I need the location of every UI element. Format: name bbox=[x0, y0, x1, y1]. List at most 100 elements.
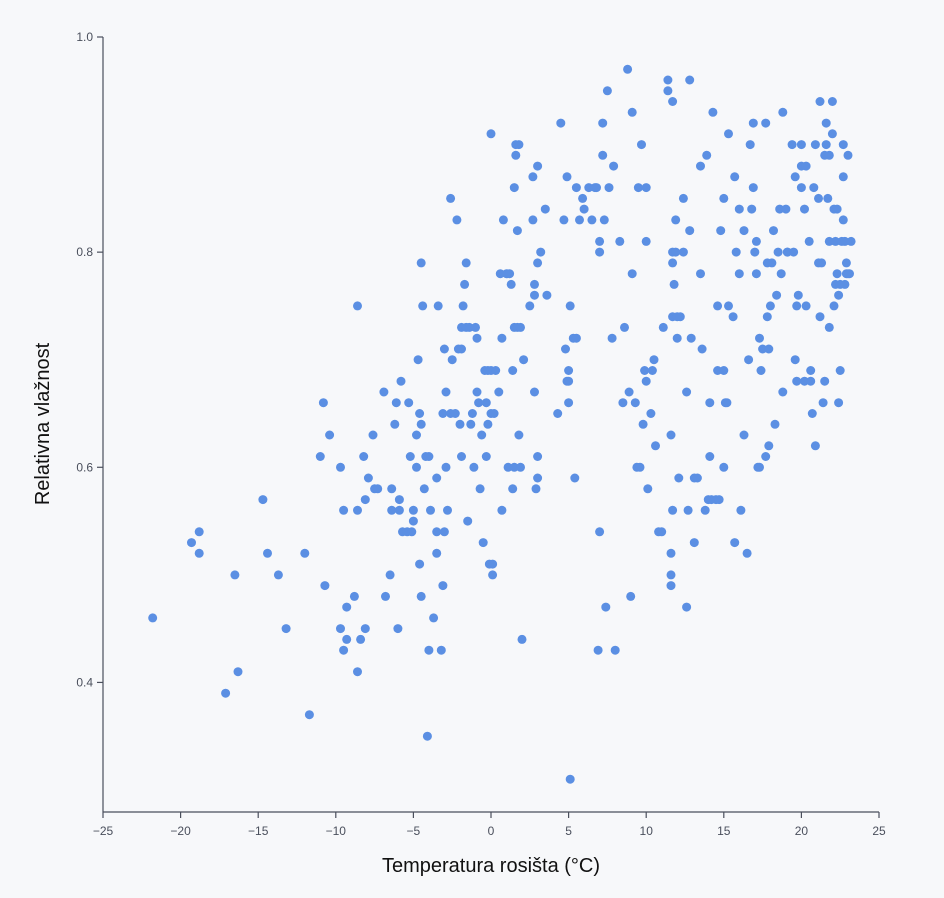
data-point bbox=[637, 140, 646, 150]
y-tick-label: 1.0 bbox=[76, 30, 93, 44]
data-point bbox=[564, 366, 574, 375]
data-point bbox=[503, 462, 513, 472]
data-point bbox=[678, 193, 688, 203]
y-tick-label: 0.4 bbox=[76, 675, 93, 689]
data-point bbox=[609, 161, 619, 171]
data-point bbox=[408, 505, 418, 515]
data-point bbox=[336, 624, 345, 634]
data-point bbox=[668, 258, 678, 268]
data-point bbox=[194, 548, 204, 558]
data-point bbox=[533, 452, 543, 461]
data-point bbox=[439, 527, 449, 537]
data-point bbox=[379, 387, 389, 397]
y-axis-title: Relativna vlažnost bbox=[32, 342, 54, 505]
data-point bbox=[525, 301, 535, 311]
data-point bbox=[463, 516, 473, 526]
data-point bbox=[845, 269, 854, 279]
data-point bbox=[602, 86, 612, 96]
data-point bbox=[561, 344, 570, 354]
data-point bbox=[686, 333, 696, 343]
data-point bbox=[800, 204, 809, 214]
data-point bbox=[512, 226, 522, 236]
data-point bbox=[638, 419, 648, 429]
data-point bbox=[461, 258, 471, 268]
data-point bbox=[719, 366, 729, 375]
data-point bbox=[148, 613, 158, 623]
data-point bbox=[488, 570, 498, 580]
data-point bbox=[728, 312, 738, 322]
data-point bbox=[618, 398, 628, 408]
data-point bbox=[615, 236, 625, 246]
data-point bbox=[730, 172, 740, 182]
data-point bbox=[838, 215, 848, 225]
data-point bbox=[778, 107, 788, 117]
data-point bbox=[460, 279, 470, 289]
data-point bbox=[841, 258, 851, 268]
data-point bbox=[516, 462, 525, 472]
data-point bbox=[516, 322, 525, 332]
data-point bbox=[281, 624, 291, 634]
data-point bbox=[457, 344, 466, 354]
data-point bbox=[838, 172, 848, 182]
data-point bbox=[796, 140, 806, 150]
data-point bbox=[447, 355, 457, 365]
data-point bbox=[233, 667, 243, 677]
data-point bbox=[562, 172, 572, 182]
data-point bbox=[751, 236, 761, 246]
data-point bbox=[627, 107, 637, 117]
data-point bbox=[353, 667, 362, 677]
data-point bbox=[424, 645, 434, 655]
data-point bbox=[553, 409, 563, 418]
data-point bbox=[657, 527, 667, 537]
data-point bbox=[441, 387, 451, 397]
data-point bbox=[696, 161, 705, 171]
data-point bbox=[587, 215, 597, 225]
data-point bbox=[801, 301, 811, 311]
data-point bbox=[666, 548, 676, 558]
data-point bbox=[509, 462, 519, 472]
x-tick-label: −20 bbox=[170, 824, 191, 838]
data-point bbox=[666, 581, 676, 591]
x-tick-label: 5 bbox=[565, 824, 572, 838]
data-point bbox=[391, 398, 401, 408]
data-point bbox=[559, 215, 569, 225]
data-point bbox=[641, 183, 651, 193]
data-point bbox=[731, 247, 741, 257]
data-point bbox=[678, 247, 688, 257]
data-point bbox=[422, 731, 432, 741]
data-point bbox=[478, 538, 488, 548]
data-point bbox=[481, 452, 491, 461]
data-point bbox=[598, 118, 608, 128]
data-point bbox=[396, 376, 406, 386]
data-point bbox=[325, 430, 335, 440]
data-point bbox=[722, 398, 732, 408]
data-point bbox=[450, 409, 460, 418]
data-point bbox=[579, 204, 589, 214]
data-point bbox=[744, 355, 754, 365]
data-point bbox=[792, 301, 802, 311]
data-point bbox=[438, 409, 448, 418]
data-point bbox=[565, 301, 575, 311]
data-point bbox=[387, 484, 397, 494]
data-point bbox=[834, 398, 844, 408]
data-point bbox=[432, 527, 442, 537]
data-point bbox=[536, 247, 546, 257]
data-point bbox=[821, 140, 831, 150]
data-point bbox=[318, 398, 328, 408]
data-point bbox=[756, 366, 766, 375]
data-point bbox=[315, 452, 325, 461]
data-point bbox=[835, 366, 845, 375]
data-point bbox=[486, 129, 496, 139]
data-point bbox=[514, 430, 524, 440]
data-point bbox=[846, 236, 856, 246]
data-point bbox=[623, 64, 633, 74]
data-point bbox=[578, 193, 588, 203]
data-point bbox=[672, 333, 682, 343]
data-point bbox=[765, 301, 775, 311]
data-point bbox=[438, 581, 448, 591]
data-point bbox=[697, 344, 707, 354]
data-point bbox=[789, 247, 799, 257]
data-point bbox=[817, 258, 827, 268]
data-point bbox=[748, 118, 758, 128]
data-point bbox=[750, 247, 760, 257]
